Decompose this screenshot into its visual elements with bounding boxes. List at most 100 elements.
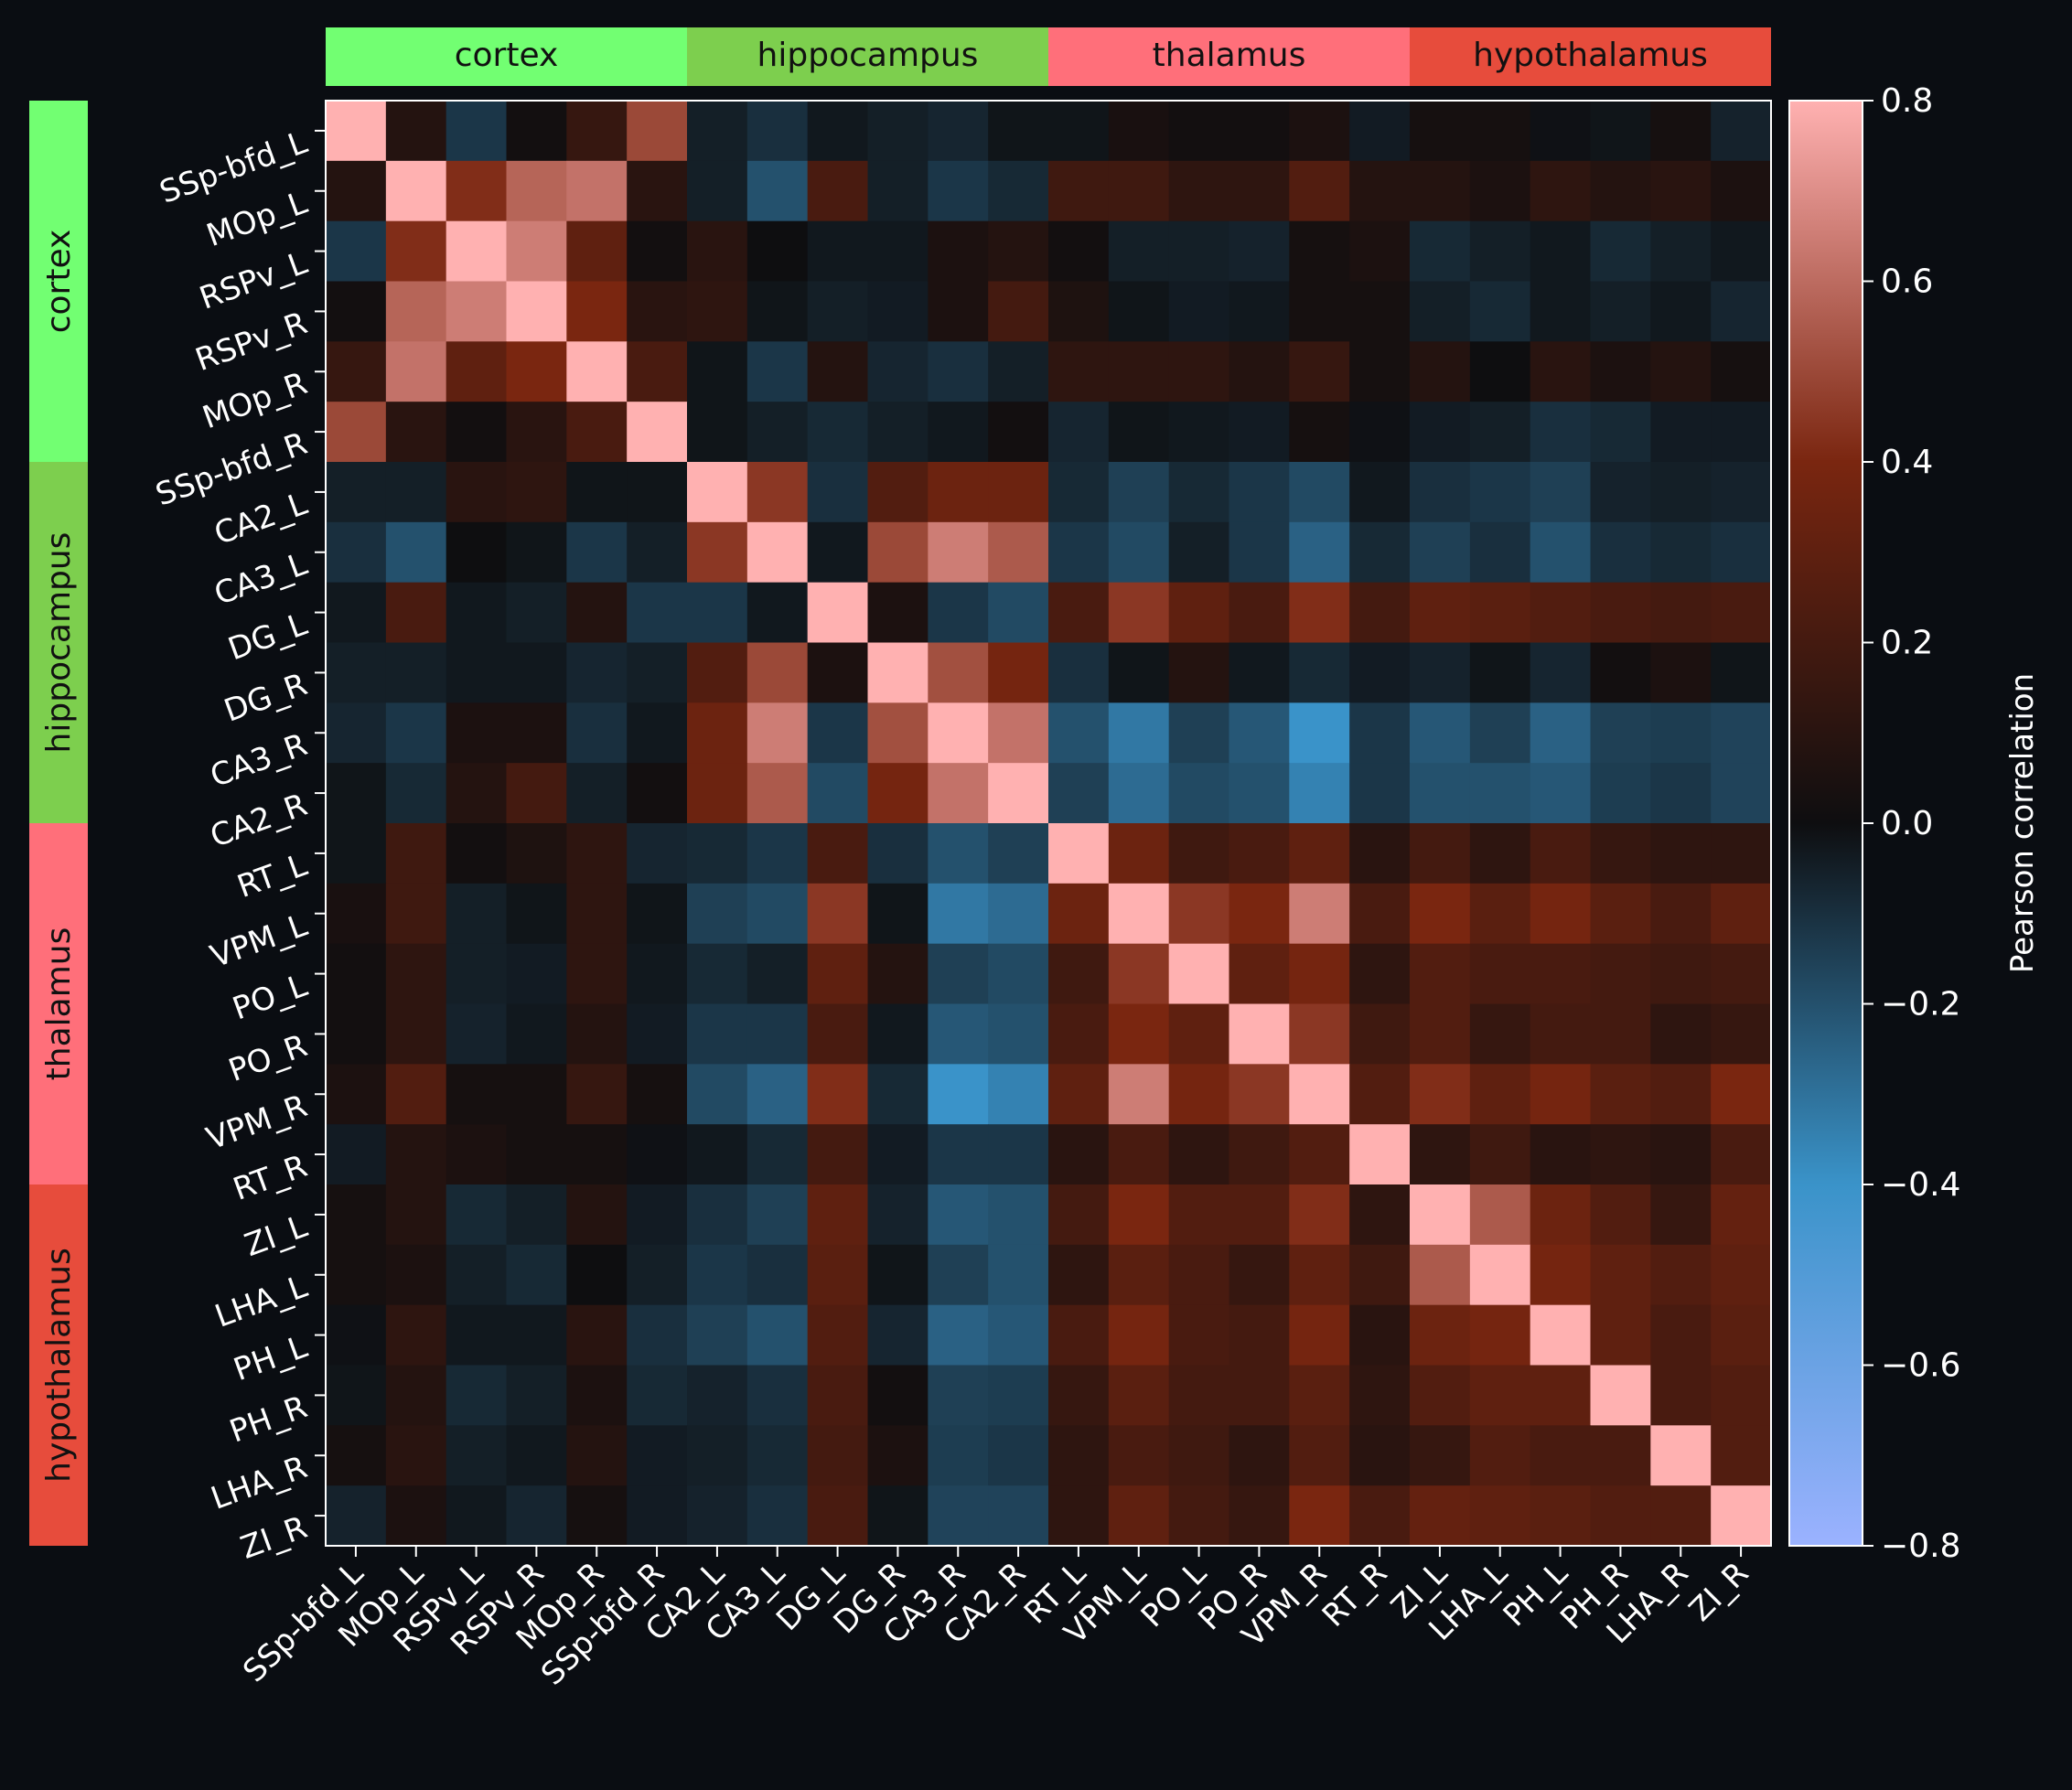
colorbar-tick-label: −0.6 [1881, 1347, 1960, 1385]
heatmap-cell [1229, 1184, 1290, 1246]
heatmap-cell [867, 101, 929, 162]
heatmap-cell [746, 943, 809, 1005]
heatmap-cell [446, 281, 508, 342]
heatmap-cell [506, 1184, 567, 1246]
heatmap-cell [1229, 1064, 1290, 1125]
heatmap-cell [746, 341, 809, 402]
heatmap-cell [1168, 1304, 1230, 1367]
heatmap-cell [326, 943, 387, 1005]
heatmap-cell [1590, 281, 1651, 342]
heatmap-cell [1289, 521, 1350, 584]
heatmap-cell [326, 281, 387, 342]
group-band-left [29, 823, 88, 1184]
heatmap-cell [746, 160, 809, 222]
heatmap-cell [1048, 341, 1110, 402]
heatmap-cell [1469, 1485, 1531, 1547]
heatmap-cell [1168, 1003, 1230, 1065]
heatmap-cell [1530, 763, 1592, 824]
heatmap-cell [1530, 642, 1592, 703]
heatmap-cell [807, 763, 869, 824]
heatmap-cell [1469, 763, 1531, 824]
heatmap-cell [988, 402, 1049, 463]
heatmap-cell [1711, 943, 1772, 1005]
heatmap-cell [1650, 1244, 1712, 1306]
heatmap-cell [1410, 642, 1471, 703]
group-band-top [1048, 27, 1410, 86]
heatmap-cell [867, 582, 929, 644]
heatmap-cell [1590, 462, 1651, 523]
heatmap-cell [1229, 1304, 1290, 1367]
heatmap-cell [988, 582, 1049, 644]
heatmap-cell [1590, 1365, 1651, 1426]
heatmap-cell [1711, 1304, 1772, 1367]
heatmap-cell [1469, 341, 1531, 402]
heatmap-cell [446, 582, 508, 644]
heatmap-cell [326, 1003, 387, 1065]
heatmap-cell [1108, 943, 1170, 1005]
heatmap-cell [1590, 220, 1651, 283]
heatmap-cell [1711, 160, 1772, 222]
heatmap-cell [1530, 402, 1592, 463]
heatmap-cell [326, 1304, 387, 1367]
heatmap-cell [1530, 702, 1592, 764]
heatmap-cell [807, 402, 869, 463]
heatmap-cell [506, 1124, 567, 1185]
heatmap-cell [1229, 521, 1290, 584]
heatmap-cell [988, 943, 1049, 1005]
heatmap-cell [1108, 642, 1170, 703]
heatmap-cell [1530, 1244, 1592, 1306]
heatmap-cell [928, 220, 989, 283]
heatmap-cell [1229, 582, 1290, 644]
heatmap-cell [1168, 1184, 1230, 1246]
heatmap-cell [1469, 160, 1531, 222]
heatmap-cell [1108, 1244, 1170, 1306]
heatmap-cell [385, 101, 447, 162]
heatmap-cell [1229, 462, 1290, 523]
heatmap-cell [446, 1425, 508, 1486]
heatmap-cell [1711, 1425, 1772, 1486]
heatmap-cell [506, 521, 567, 584]
heatmap-cell [1469, 943, 1531, 1005]
heatmap-cell [446, 521, 508, 584]
heatmap-cell [506, 402, 567, 463]
heatmap-cell [1048, 160, 1110, 222]
heatmap-cell [1711, 823, 1772, 884]
heatmap-cell [1469, 702, 1531, 764]
heatmap-cell [385, 1184, 447, 1246]
heatmap-cell [1469, 521, 1531, 584]
group-band-top [326, 27, 687, 86]
heatmap-cell [446, 1365, 508, 1426]
heatmap-cell [1048, 883, 1110, 945]
heatmap-cell [1650, 521, 1712, 584]
heatmap-cell [566, 642, 628, 703]
heatmap-cell [1590, 1304, 1651, 1367]
heatmap-cell [1469, 1365, 1531, 1426]
heatmap-cell [867, 1365, 929, 1426]
heatmap-cell [928, 1304, 989, 1367]
heatmap-cell [1349, 642, 1411, 703]
heatmap-cell [1168, 281, 1230, 342]
heatmap-cell [867, 1064, 929, 1125]
heatmap-cell [746, 220, 809, 283]
heatmap-cell [807, 341, 869, 402]
heatmap-cell [506, 1425, 567, 1486]
heatmap-cell [326, 1425, 387, 1486]
heatmap-cell [867, 1244, 929, 1306]
heatmap-cell [1108, 1184, 1170, 1246]
heatmap-cell [566, 1365, 628, 1426]
group-label-top: cortex [455, 37, 559, 74]
heatmap-cell [867, 341, 929, 402]
heatmap-cell [1349, 341, 1411, 402]
heatmap-cell [988, 883, 1049, 945]
heatmap-cell [988, 823, 1049, 884]
heatmap-cell [988, 642, 1049, 703]
heatmap-cell [807, 160, 869, 222]
heatmap-cell [687, 702, 748, 764]
heatmap-cell [1530, 1003, 1592, 1065]
heatmap-cell [928, 1003, 989, 1065]
colorbar-tick-label: −0.2 [1881, 986, 1960, 1024]
heatmap-cell [807, 462, 869, 523]
heatmap-cell [1289, 160, 1350, 222]
heatmap-cell [807, 582, 869, 644]
heatmap-cell [326, 220, 387, 283]
